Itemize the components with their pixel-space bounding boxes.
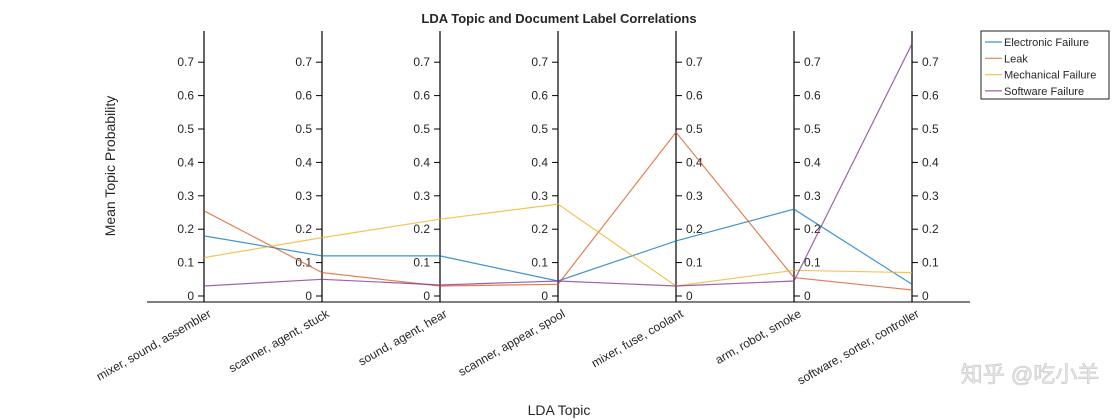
tick-label: 0.2 — [177, 222, 194, 236]
svg-text:知乎 @吃小羊: 知乎 @吃小羊 — [961, 362, 1099, 387]
tick-label: 0.3 — [531, 189, 548, 203]
x-tick-label: sound, agent, hear — [356, 306, 450, 368]
tick-label: 0.3 — [413, 189, 430, 203]
tick-label: 0.7 — [922, 55, 939, 69]
tick-label: 0.3 — [804, 189, 821, 203]
tick-label: 0.1 — [531, 256, 548, 270]
tick-label: 0.1 — [804, 256, 821, 270]
tick-label: 0.6 — [804, 89, 821, 103]
tick-label: 0.7 — [177, 55, 194, 69]
tick-label: 0.3 — [177, 189, 194, 203]
tick-label: 0 — [187, 289, 194, 303]
x-tick-label: software, sorter, controller — [795, 306, 922, 387]
tick-label: 0.5 — [804, 122, 821, 136]
legend-entry: Software Failure — [1004, 86, 1084, 98]
tick-label: 0.1 — [922, 256, 939, 270]
tick-label: 0.4 — [177, 155, 194, 169]
tick-label: 0.2 — [686, 222, 703, 236]
tick-label: 0.4 — [686, 155, 703, 169]
tick-label: 0 — [305, 289, 312, 303]
tick-label: 0.5 — [686, 122, 703, 136]
tick-label: 0.2 — [804, 222, 821, 236]
x-tick-label: mixer, sound, assembler — [94, 306, 214, 383]
tick-label: 0 — [541, 289, 548, 303]
tick-label: 0.2 — [413, 222, 430, 236]
series-line — [203, 203, 913, 287]
tick-label: 0.3 — [922, 189, 939, 203]
legend-entry: Electronic Failure — [1004, 37, 1089, 49]
tick-label: 0.5 — [177, 122, 194, 136]
tick-label: 0 — [922, 289, 929, 303]
tick-label: 0.4 — [922, 155, 939, 169]
tick-label: 0.6 — [531, 89, 548, 103]
tick-label: 0.7 — [413, 55, 430, 69]
tick-label: 0.6 — [922, 89, 939, 103]
x-axis-label: LDA Topic — [528, 402, 591, 418]
legend-box — [980, 30, 1110, 100]
tick-label: 0.5 — [413, 122, 430, 136]
tick-label: 0 — [686, 289, 693, 303]
tick-label: 0.6 — [413, 89, 430, 103]
tick-label: 0.7 — [531, 55, 548, 69]
x-tick-label: arm, robot, smoke — [713, 306, 804, 367]
tick-label: 0.1 — [177, 256, 194, 270]
x-tick-label: scanner, agent, stuck — [226, 306, 332, 375]
tick-label: 0.3 — [295, 189, 312, 203]
x-tick-label: mixer, fuse, coolant — [589, 306, 686, 370]
tick-label: 0.3 — [686, 189, 703, 203]
tick-label: 0.5 — [295, 122, 312, 136]
tick-label: 0.6 — [295, 89, 312, 103]
watermark: 知乎 @吃小羊 — [960, 362, 1099, 388]
tick-label: 0.2 — [295, 222, 312, 236]
tick-label: 0.2 — [922, 222, 939, 236]
tick-label: 0.1 — [413, 256, 430, 270]
tick-label: 0.4 — [413, 155, 430, 169]
tick-label: 0 — [804, 289, 811, 303]
legend: Electronic Failure Leak Mechanical Failure… — [980, 30, 1110, 100]
tick-label: 0 — [423, 289, 430, 303]
tick-label: 0.4 — [295, 155, 312, 169]
x-tick-label: scanner, appear, spool — [456, 306, 568, 379]
series-line — [203, 131, 913, 291]
tick-label: 0.7 — [804, 55, 821, 69]
series-line — [203, 43, 913, 287]
tick-label: 0.6 — [686, 89, 703, 103]
tick-label: 0.2 — [531, 222, 548, 236]
legend-entry: Mechanical Failure — [1004, 70, 1096, 82]
legend-entry: Leak — [1004, 53, 1028, 65]
tick-label: 0.5 — [922, 122, 939, 136]
tick-label: 0.7 — [295, 55, 312, 69]
tick-label: 0.7 — [686, 55, 703, 69]
tick-label: 0.1 — [686, 256, 703, 270]
tick-label: 0.4 — [531, 155, 548, 169]
y-axis-label: Mean Topic Probability — [102, 96, 118, 237]
tick-label: 0.4 — [804, 155, 821, 169]
tick-label: 0.5 — [531, 122, 548, 136]
chart-title: LDA Topic and Document Label Correlation… — [421, 11, 696, 26]
tick-label: 0.6 — [177, 89, 194, 103]
